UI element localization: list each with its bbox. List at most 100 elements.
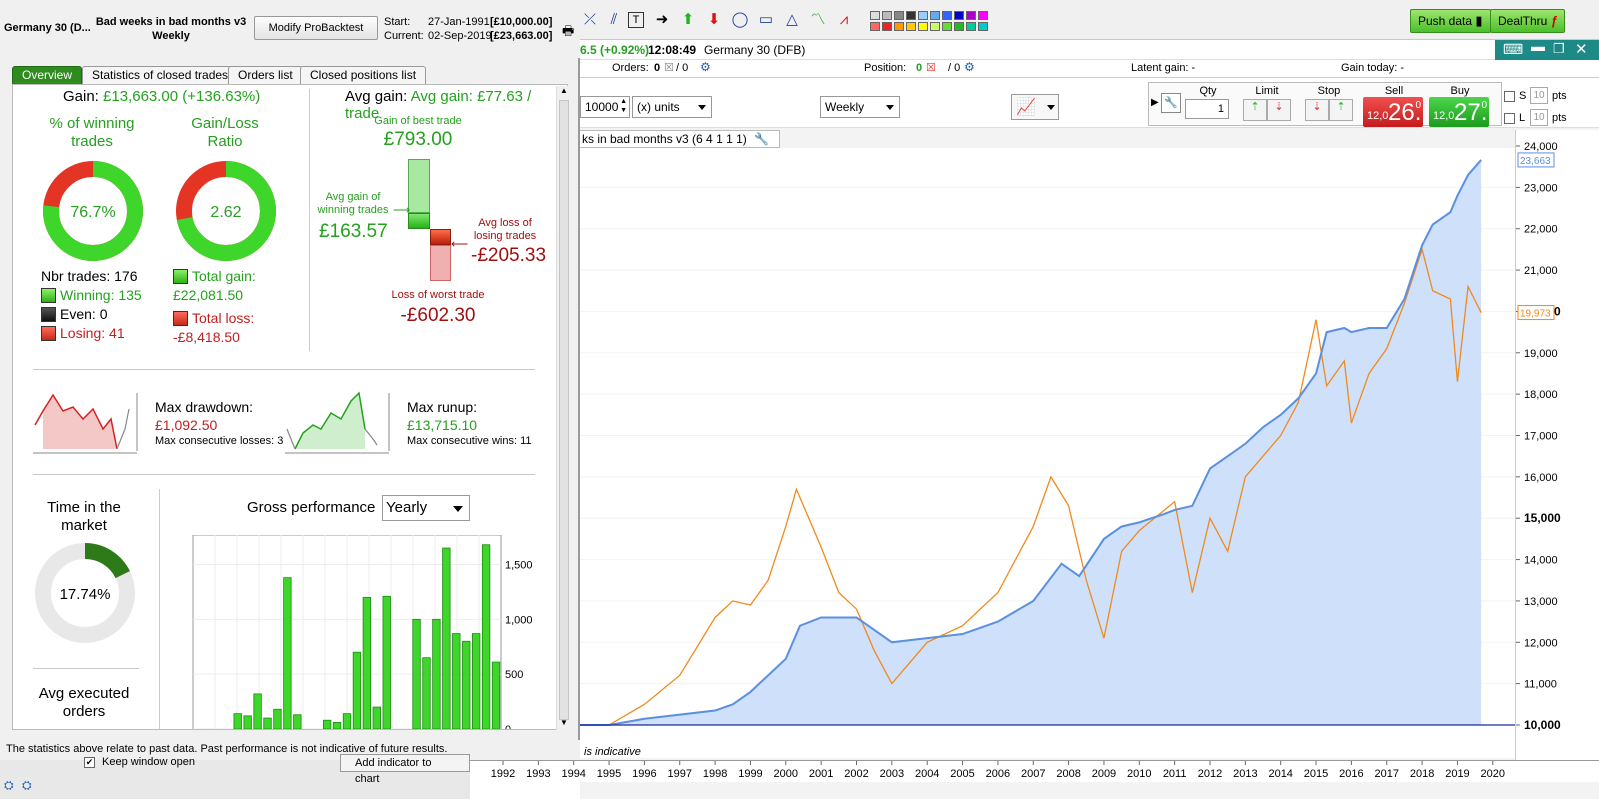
keyboard-icon[interactable]: ⌨	[1503, 41, 1524, 57]
arrow-up-icon[interactable]: ⬆	[681, 11, 695, 28]
cross-line-icon[interactable]: ⤫	[583, 11, 596, 28]
y-tick-label: 23,000	[1524, 182, 1558, 194]
x-tick-label: 2013	[1233, 768, 1257, 780]
collapse-arrow-icon[interactable]: ▶	[1151, 97, 1159, 108]
color-swatch[interactable]	[882, 22, 892, 31]
scrollbar-thumb[interactable]	[559, 100, 569, 720]
dealthru-button[interactable]: DealThru ƒ	[1490, 9, 1566, 33]
spinner-arrows-icon[interactable]: ▲ ▼	[620, 98, 627, 114]
tool-icon[interactable]: ⛭	[22, 778, 32, 792]
equity-chart[interactable]: is indicative	[471, 145, 1515, 758]
limit-buy-icon[interactable]: ⇡	[1243, 99, 1267, 121]
restore-icon[interactable]: ❐	[1553, 41, 1565, 56]
color-swatch[interactable]	[870, 22, 880, 31]
avg-loss-label-line1: Avg loss of	[478, 217, 532, 229]
avg-win-label-line1: Avg gain of	[325, 191, 381, 203]
buy-price-fraction: 0	[1481, 100, 1487, 111]
close-position-icon[interactable]: ☒	[926, 62, 936, 74]
max-runup-label: Max runup:	[407, 399, 478, 415]
l-checkbox[interactable]	[1504, 113, 1515, 124]
push-data-button[interactable]: Push data ▮	[1410, 9, 1491, 33]
color-swatch[interactable]	[942, 11, 952, 20]
runup-tail	[364, 428, 378, 446]
color-swatch[interactable]	[942, 22, 952, 31]
tab-overview[interactable]: Overview	[12, 66, 83, 84]
color-swatch[interactable]	[918, 22, 928, 31]
price-change: 6.5 (+0.92%)	[580, 43, 650, 57]
gross-period-select[interactable]: Yearly	[382, 495, 470, 521]
y-tick-label: 11,000	[1524, 679, 1557, 691]
print-icon[interactable]: 🖶	[562, 23, 575, 38]
gross-tick-label: 500	[505, 669, 523, 681]
arrow-right-icon[interactable]: ➜	[655, 11, 669, 28]
ellipse-tool-icon[interactable]: ◯	[731, 11, 749, 28]
parallel-lines-icon[interactable]: ⫽	[610, 11, 618, 28]
s-checkbox[interactable]	[1504, 91, 1515, 102]
color-swatch[interactable]	[906, 22, 916, 31]
stop-sell-icon[interactable]: ⇡	[1329, 99, 1353, 121]
color-swatch[interactable]	[966, 22, 976, 31]
color-swatch[interactable]	[870, 11, 880, 20]
section-divider	[33, 369, 535, 370]
window-titlebar-controls: ⌨ ▬ ❐ ✕	[1495, 38, 1599, 60]
color-swatch[interactable]	[966, 11, 976, 20]
l-points-input[interactable]: 10	[1530, 109, 1548, 126]
time-axis[interactable]: 1992 1993 1994 1995 1996 1997 1998 1999 2000 2001…	[470, 760, 1599, 782]
position-settings-icon[interactable]: ⚙	[964, 60, 975, 74]
color-swatch[interactable]	[954, 11, 964, 20]
color-swatch[interactable]	[882, 11, 892, 20]
qty-input[interactable]: 1	[1185, 99, 1229, 119]
wrench-icon[interactable]: 🔧	[754, 132, 770, 146]
color-swatch[interactable]	[906, 11, 916, 20]
cancel-orders-icon[interactable]: ☒	[664, 62, 674, 74]
push-data-label: Push data	[1418, 14, 1473, 28]
tool-icon[interactable]: ⛭	[4, 778, 14, 792]
fibonacci-icon[interactable]: ⩘	[839, 11, 849, 28]
tab-statistics[interactable]: Statistics of closed trades	[82, 66, 239, 84]
s-points-input[interactable]: 10	[1530, 87, 1548, 104]
color-swatch[interactable]	[978, 22, 988, 31]
buy-label: Buy	[1450, 85, 1470, 97]
color-swatch[interactable]	[918, 11, 928, 20]
orders-settings-icon[interactable]: ⚙	[700, 60, 711, 74]
scroll-down-icon[interactable]: ▼	[560, 718, 568, 727]
triangle-tool-icon[interactable]: △	[786, 11, 798, 28]
minimize-icon[interactable]: ▬	[1531, 38, 1545, 54]
chart-plot[interactable]	[471, 145, 1515, 758]
gross-bar	[442, 547, 451, 729]
stop-buy-icon[interactable]: ⇣	[1305, 99, 1329, 121]
modify-probacktest-button[interactable]: Modify ProBacktest	[254, 16, 378, 40]
worst-trade-label: Loss of worst trade	[391, 289, 485, 301]
wrench-icon[interactable]: 🔧	[1161, 93, 1181, 113]
units-select[interactable]: (x) units	[632, 96, 712, 118]
scroll-up-icon[interactable]: ▲	[560, 86, 568, 95]
price-axis[interactable]: 24,00023,00022,00021,00020,00019,00018,0…	[1515, 130, 1599, 760]
trading-status-bar: Orders: 0 ☒ / 0 ⚙ Position: 0 ☒ / 0 ⚙ La…	[580, 60, 1599, 78]
gross-bar	[273, 708, 282, 729]
trend-icon[interactable]: 〽	[810, 11, 826, 28]
color-swatch[interactable]	[894, 11, 904, 20]
color-swatch[interactable]	[954, 22, 964, 31]
section-divider	[33, 668, 139, 669]
color-swatch[interactable]	[894, 22, 904, 31]
color-swatch[interactable]	[978, 11, 988, 20]
tab-orders-list[interactable]: Orders list	[228, 66, 303, 84]
sell-button[interactable]: 12,0 26. 0	[1363, 97, 1423, 127]
color-swatch[interactable]	[930, 22, 940, 31]
rectangle-tool-icon[interactable]: ▭	[758, 11, 774, 28]
drawdown-line	[34, 393, 118, 450]
add-indicator-button[interactable]: Add indicator to chart	[340, 754, 470, 785]
text-tool-icon[interactable]: T	[628, 12, 644, 28]
color-swatch[interactable]	[930, 11, 940, 20]
arrow-down-icon[interactable]: ⬇	[707, 11, 721, 28]
timeframe-select[interactable]: Weekly	[820, 96, 900, 118]
overview-scrollbar[interactable]: ▲ ▼	[556, 86, 570, 730]
keep-window-checkbox[interactable]: ✔	[84, 757, 95, 768]
close-icon[interactable]: ✕	[1575, 41, 1588, 58]
tab-closed-positions[interactable]: Closed positions list	[300, 66, 427, 84]
buy-button[interactable]: 12,0 27. 0	[1429, 97, 1489, 127]
chart-type-button[interactable]: 📈	[1011, 94, 1059, 120]
limit-sell-icon[interactable]: ⇣	[1267, 99, 1291, 121]
gross-bar	[332, 722, 342, 729]
quantity-spinner[interactable]: 10000 ▲ ▼	[580, 96, 630, 118]
